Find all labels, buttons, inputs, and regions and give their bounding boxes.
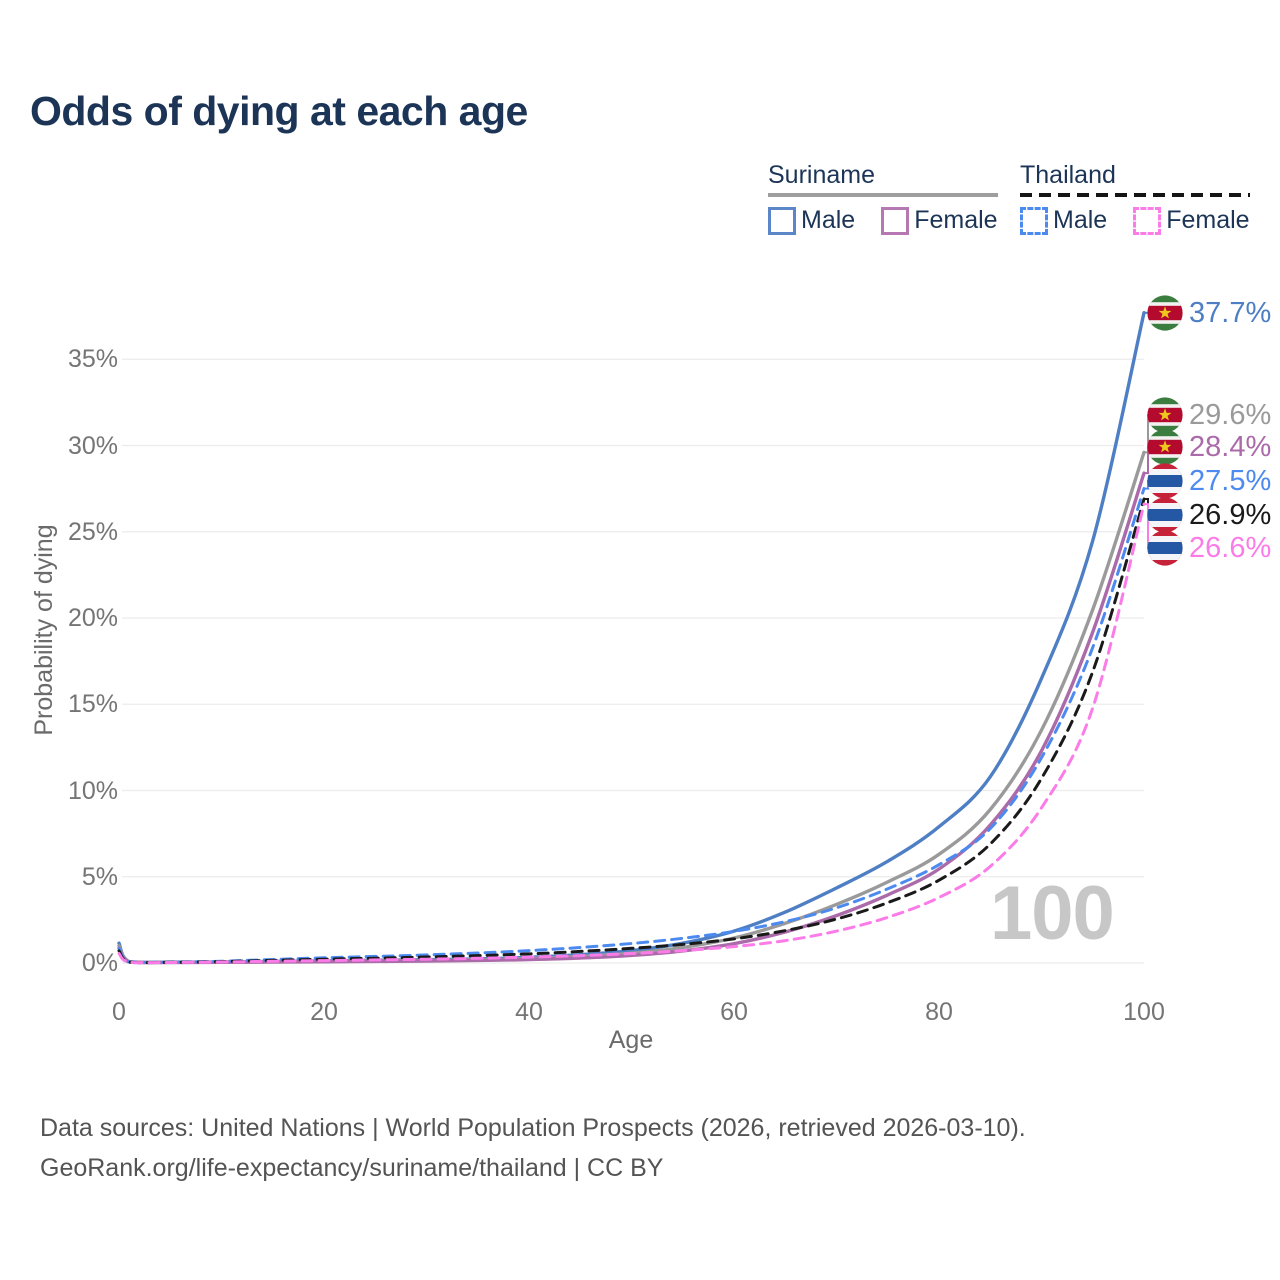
legend-item-label: Male xyxy=(801,206,856,234)
thailand-flag-icon xyxy=(1147,497,1183,533)
end-label-suriname-male: 37.7% xyxy=(1147,295,1271,331)
page-title: Odds of dying at each age xyxy=(30,88,528,134)
legend-item-suriname-female[interactable]: Female xyxy=(881,206,998,235)
y-tick-10%: 10% xyxy=(67,776,118,805)
x-tick-80: 80 xyxy=(925,998,953,1026)
end-label-suriname: 29.6% xyxy=(1147,397,1271,433)
thailand-female-swatch xyxy=(1133,206,1162,235)
attribution-line: GeoRank.org/life-expectancy/suriname/tha… xyxy=(40,1154,664,1182)
x-tick-20: 20 xyxy=(310,998,338,1026)
thailand-dashed-line-swatch xyxy=(1020,193,1250,197)
y-tick-5%: 5% xyxy=(81,862,118,891)
end-label-value: 26.9% xyxy=(1189,498,1272,531)
x-tick-60: 60 xyxy=(720,998,748,1026)
end-label-suriname-female: 28.4% xyxy=(1147,429,1271,465)
legend-header-thailand[interactable]: Thailand xyxy=(1020,161,1250,197)
y-tick-30%: 30% xyxy=(67,431,118,460)
series-line-thailand-female[interactable] xyxy=(117,502,1146,965)
legend-item-thailand-male[interactable]: Male xyxy=(1020,206,1107,235)
legend-item-suriname-male[interactable]: Male xyxy=(768,206,855,235)
x-tick-0: 0 xyxy=(112,998,126,1026)
footer: Data sources: United Nations | World Pop… xyxy=(40,1108,1026,1188)
legend-header-suriname[interactable]: Suriname xyxy=(768,161,998,197)
y-tick-0%: 0% xyxy=(81,949,118,977)
data-source-line: Data sources: United Nations | World Pop… xyxy=(40,1114,1026,1142)
suriname-male-swatch xyxy=(768,206,796,235)
legend-group-thailand: Thailand Male Female xyxy=(1020,161,1250,235)
thailand-male-swatch xyxy=(1020,206,1048,235)
legend-item-label: Male xyxy=(1053,206,1108,234)
x-tick-40: 40 xyxy=(515,998,543,1026)
thailand-flag-icon xyxy=(1147,463,1183,499)
legend-item-thailand-female[interactable]: Female xyxy=(1133,206,1250,235)
y-axis-title: Probability of dying xyxy=(30,524,58,736)
suriname-flag-icon xyxy=(1147,397,1183,433)
y-tick-15%: 15% xyxy=(67,690,118,719)
end-label-value: 29.6% xyxy=(1189,398,1272,431)
end-label-value: 37.7% xyxy=(1189,296,1272,329)
end-label-thailand-male: 27.5% xyxy=(1147,463,1271,499)
thailand-flag-icon xyxy=(1147,530,1183,566)
suriname-solid-line-swatch xyxy=(768,193,998,197)
end-label-value: 28.4% xyxy=(1189,430,1272,463)
end-label-thailand-female: 26.6% xyxy=(1147,530,1271,566)
suriname-flag-icon xyxy=(1147,295,1183,331)
end-label-value: 26.6% xyxy=(1189,531,1272,564)
end-label-value: 27.5% xyxy=(1189,464,1272,497)
suriname-female-swatch xyxy=(881,206,910,235)
age-watermark: 100 xyxy=(990,871,1115,956)
x-tick-100: 100 xyxy=(1123,998,1165,1026)
y-tick-20%: 20% xyxy=(67,604,118,632)
y-tick-35%: 35% xyxy=(67,345,118,374)
legend-header-suriname-label: Suriname xyxy=(768,161,875,189)
legend-header-thailand-label: Thailand xyxy=(1020,161,1116,189)
legend-group-suriname: Suriname Male Female xyxy=(768,161,998,235)
y-tick-25%: 25% xyxy=(67,517,118,546)
end-label-thailand: 26.9% xyxy=(1147,497,1271,533)
series-line-thailand-male[interactable] xyxy=(117,487,1146,965)
legend-item-label: Female xyxy=(914,206,998,234)
suriname-flag-icon xyxy=(1147,429,1183,465)
legend-item-label: Female xyxy=(1166,206,1250,234)
x-axis-title: Age xyxy=(608,1026,654,1054)
